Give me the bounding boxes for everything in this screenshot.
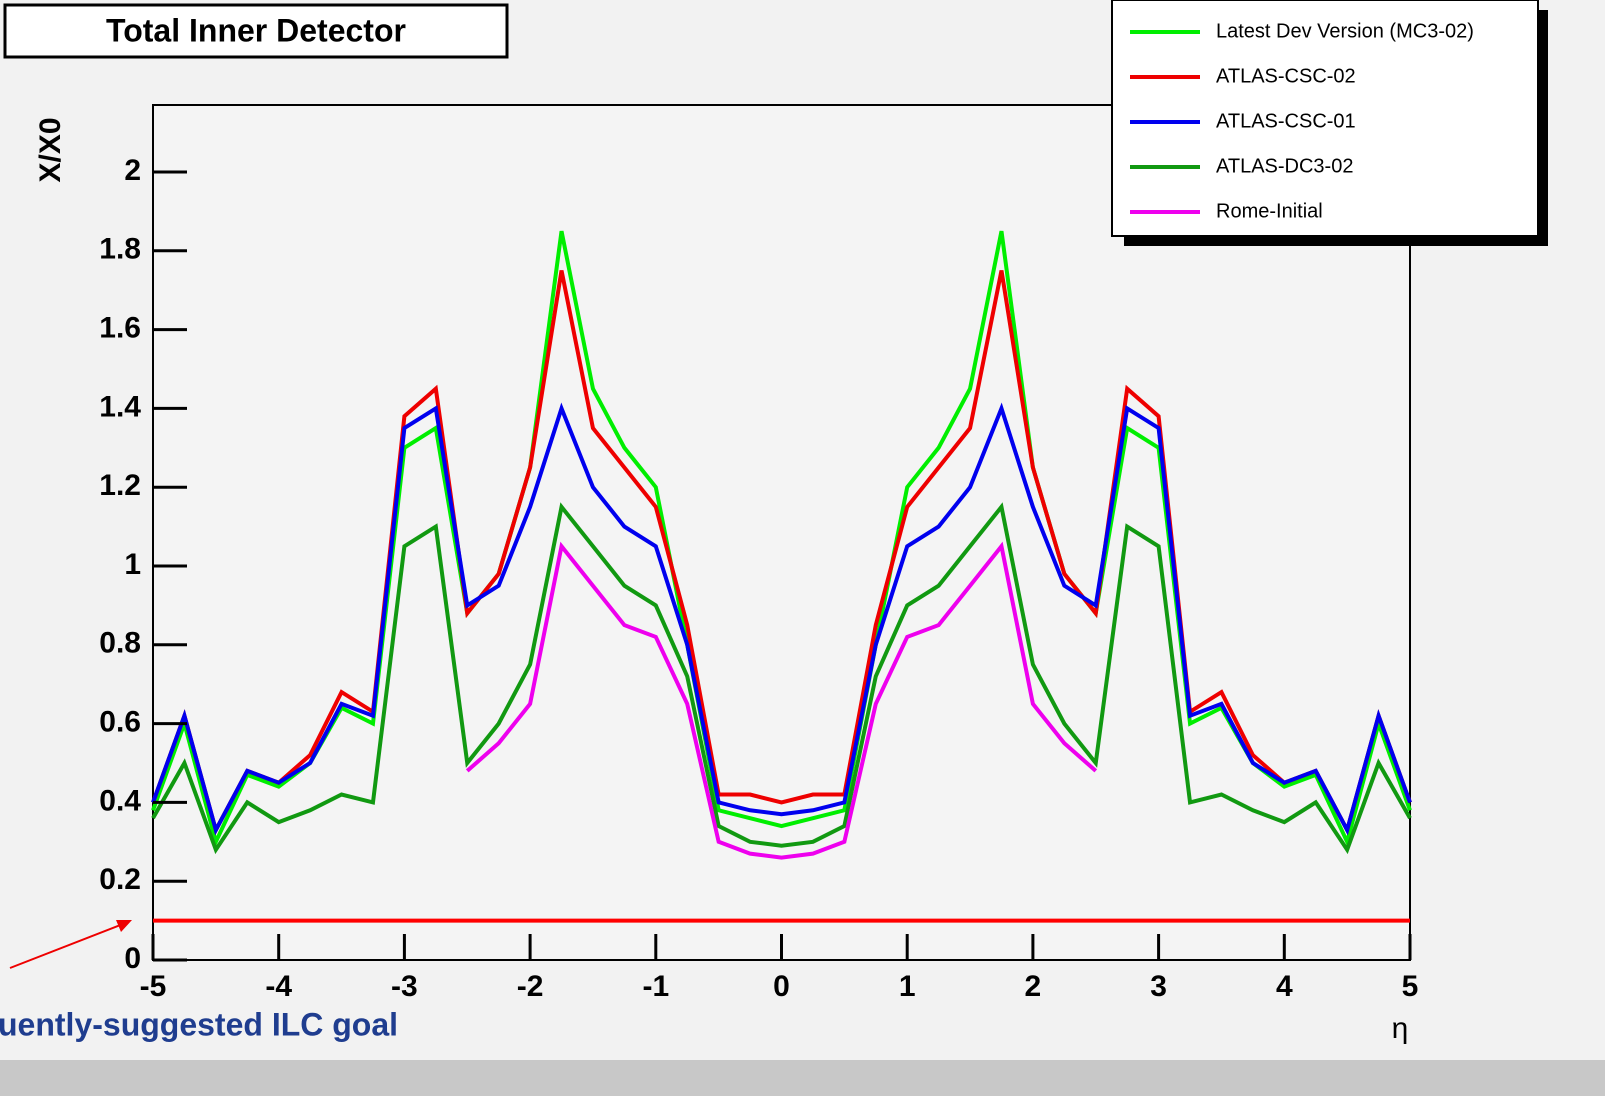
x-tick-label: 0 <box>773 970 790 1003</box>
y-tick-label: 0.2 <box>99 863 141 896</box>
series-line <box>465 541 1098 860</box>
y-tick-label: 1.6 <box>99 312 141 345</box>
y-tick-label: 0.8 <box>99 627 141 660</box>
y-tick-label: 0.4 <box>99 784 141 817</box>
title-box <box>3 3 509 59</box>
legend-label: ATLAS-CSC-02 <box>1216 65 1356 87</box>
y-axis-label: X/X0 <box>34 117 67 182</box>
series-line <box>151 270 1412 836</box>
x-tick-label: -5 <box>140 970 167 1003</box>
legend-entries: Latest Dev Version (MC3-02) ATLAS-CSC-02 A… <box>1130 20 1474 222</box>
y-tick-label: 1.2 <box>99 469 141 502</box>
plot <box>151 230 1412 923</box>
y-tick-label: 0.6 <box>99 706 141 739</box>
series-line <box>151 230 1412 848</box>
legend <box>1111 0 1539 237</box>
x-tick-label: -3 <box>391 970 418 1003</box>
x-tick-label: 3 <box>1150 970 1167 1003</box>
y-tick-label: 1.8 <box>99 233 141 266</box>
arrow-head <box>116 920 132 932</box>
y-tick-label: 1 <box>124 548 141 581</box>
legend-label: Latest Dev Version (MC3-02) <box>1216 20 1474 42</box>
plot-frame <box>152 104 1411 961</box>
x-tick-label: -4 <box>265 970 292 1003</box>
x-tick-label: -1 <box>642 970 669 1003</box>
x-tick-label: -2 <box>517 970 544 1003</box>
legend-label: ATLAS-CSC-01 <box>1216 110 1356 132</box>
y-tick-label: 0 <box>124 942 141 975</box>
legend-label: Rome-Initial <box>1216 200 1323 222</box>
series-line <box>151 402 1412 836</box>
x-tick-label: 2 <box>1025 970 1042 1003</box>
annotation-arrow <box>9 921 129 969</box>
x-tick-label: 4 <box>1276 970 1293 1003</box>
y-tick-label: 1.4 <box>99 390 141 423</box>
series-line <box>151 502 1412 855</box>
bottom-bar <box>0 1060 1605 1096</box>
x-tick-label: 1 <box>899 970 916 1003</box>
chart-title: Total Inner Detector <box>106 12 406 48</box>
y-tick-label: 2 <box>124 154 141 187</box>
x-axis-label: η <box>1392 1012 1409 1045</box>
annotation: uently-suggested ILC goal <box>0 1006 398 1042</box>
x-tick-label: 5 <box>1402 970 1419 1003</box>
legend-label: ATLAS-DC3-02 <box>1216 155 1353 177</box>
